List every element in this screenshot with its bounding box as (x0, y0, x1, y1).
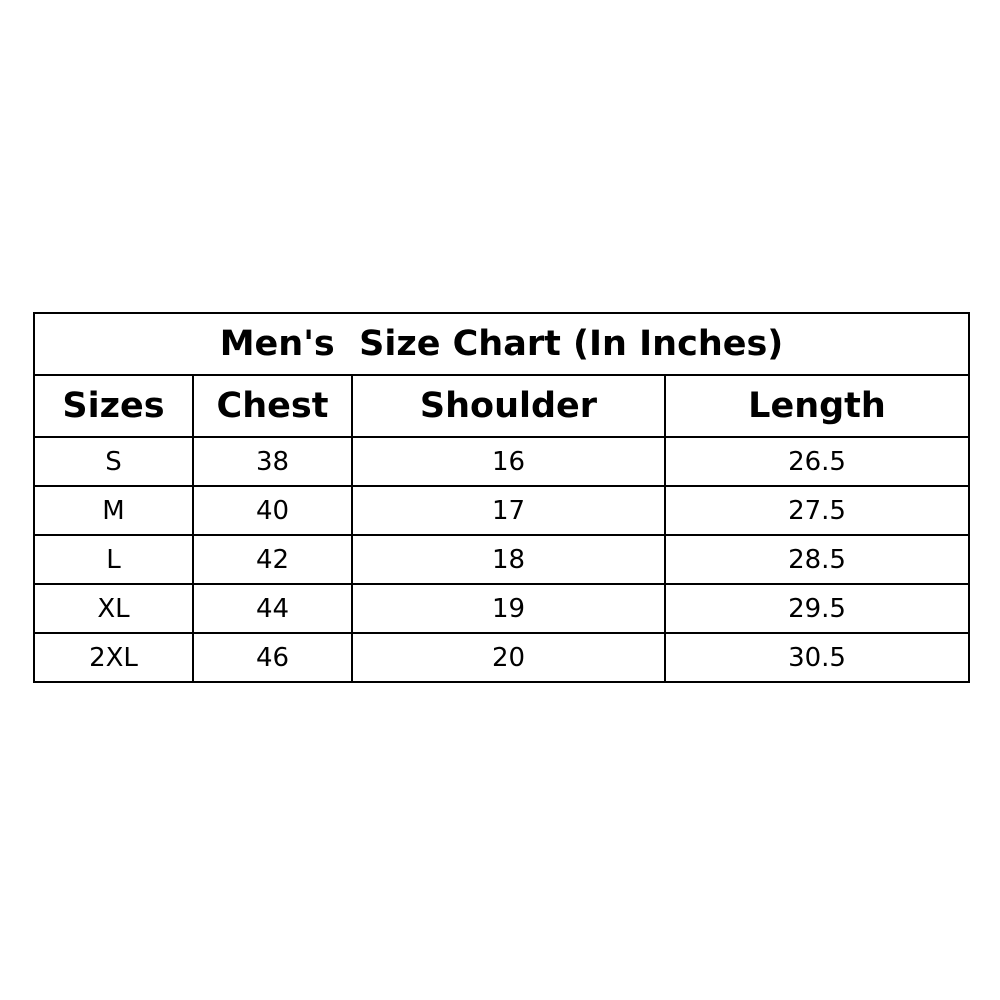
length-cell: 29.5 (663, 583, 971, 634)
length-cell: 27.5 (663, 485, 971, 536)
table-row: L 42 18 28.5 (33, 534, 971, 585)
length-cell: 30.5 (663, 632, 971, 683)
table-row: 2XL 46 20 30.5 (33, 632, 971, 683)
header-row: Sizes Chest Shoulder Length (33, 374, 971, 438)
table-title: Men's Size Chart (In Inches) (32, 312, 971, 376)
shoulder-cell: 20 (351, 632, 666, 683)
header-chest: Chest (192, 374, 353, 438)
chest-cell: 38 (192, 436, 353, 487)
shoulder-cell: 18 (351, 534, 666, 585)
shoulder-cell: 19 (351, 583, 666, 634)
chest-cell: 44 (192, 583, 353, 634)
chest-cell: 42 (192, 534, 353, 585)
length-cell: 26.5 (663, 436, 971, 487)
size-chart-table: Men's Size Chart (In Inches) Sizes Chest… (32, 312, 971, 683)
shoulder-cell: 16 (351, 436, 666, 487)
table-row: S 38 16 26.5 (33, 436, 971, 487)
size-cell: M (33, 485, 194, 536)
chest-cell: 40 (192, 485, 353, 536)
size-cell: S (33, 436, 194, 487)
table-row: XL 44 19 29.5 (33, 583, 971, 634)
size-cell: XL (33, 583, 194, 634)
title-row: Men's Size Chart (In Inches) (32, 312, 971, 376)
size-cell: L (33, 534, 194, 585)
header-length: Length (663, 374, 971, 438)
length-cell: 28.5 (663, 534, 971, 585)
chest-cell: 46 (192, 632, 353, 683)
table-row: M 40 17 27.5 (33, 485, 971, 536)
header-shoulder: Shoulder (351, 374, 666, 438)
shoulder-cell: 17 (351, 485, 666, 536)
size-cell: 2XL (33, 632, 194, 683)
header-sizes: Sizes (33, 374, 194, 438)
